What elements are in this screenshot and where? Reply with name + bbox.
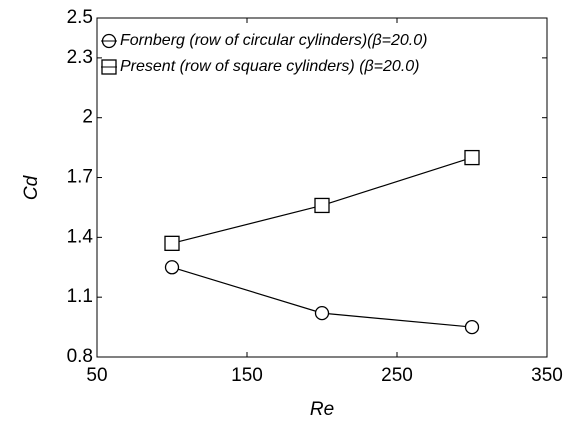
data-point	[464, 149, 480, 166]
x-tick-label: 250	[381, 365, 413, 386]
y-tick-label: 2.3	[67, 47, 93, 68]
data-point	[464, 319, 480, 335]
data-point	[314, 197, 330, 214]
y-tick-label: 2	[82, 107, 93, 128]
x-axis-label: Re	[310, 399, 334, 420]
y-tick-label: 2.5	[67, 7, 93, 28]
x-tick-label: 150	[231, 365, 263, 386]
legend-label: Present (row of square cylinders) (β=20.…	[120, 58, 419, 75]
data-point	[164, 235, 180, 251]
x-tick-label: 50	[86, 365, 107, 386]
data-point	[164, 260, 180, 275]
y-axis-label: Cd	[21, 174, 42, 200]
data-point	[314, 305, 330, 321]
y-tick-label: 1.1	[67, 286, 93, 307]
x-tick-label: 350	[531, 365, 563, 386]
y-tick-label: 0.8	[67, 346, 93, 367]
legend-label: Fornberg (row of circular cylinders)(β=2…	[120, 32, 427, 49]
plot-frame	[96, 17, 548, 358]
y-tick-label: 1.4	[67, 226, 94, 247]
y-tick-label: 1.7	[67, 167, 93, 188]
